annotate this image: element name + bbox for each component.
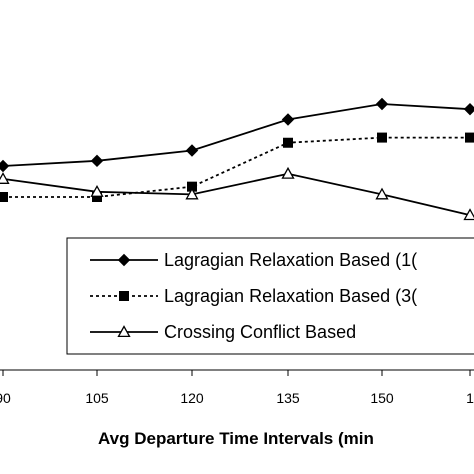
series-1-point <box>463 102 474 116</box>
legend-marker <box>119 291 129 301</box>
x-tick-label: 150 <box>370 390 394 406</box>
x-tick-labels: 90 105 120 135 150 1 <box>0 390 474 406</box>
series-3-point <box>281 166 295 179</box>
legend-marker <box>117 253 131 267</box>
series-3-point <box>185 187 199 200</box>
series-1-point <box>185 144 199 157</box>
series-2-line <box>3 136 470 198</box>
legend: Lagragian Relaxation Based (1( Lagragian … <box>66 237 474 355</box>
x-tick-label: 135 <box>276 390 300 406</box>
legend-label: Lagragian Relaxation Based (1( <box>164 250 417 270</box>
x-axis <box>0 369 474 376</box>
series-3-line <box>2 172 471 216</box>
series-3-point <box>90 184 104 197</box>
series-layer <box>0 97 474 221</box>
series-2-point <box>465 132 474 143</box>
series-3 <box>0 166 474 221</box>
series-2-point <box>283 137 293 148</box>
legend-items: Lagragian Relaxation Based (1( Lagragian … <box>90 250 417 342</box>
x-tick-label: 1 <box>466 390 474 406</box>
legend-label: Lagragian Relaxation Based (3( <box>164 286 417 306</box>
series-3-point <box>0 172 10 184</box>
series-1-point <box>0 159 10 173</box>
series-1-point <box>375 97 389 111</box>
series-3-point <box>463 208 474 221</box>
series-1-point <box>281 113 295 126</box>
series-1 <box>0 97 474 173</box>
x-tick-label: 105 <box>85 390 109 406</box>
series-1-point <box>90 154 104 168</box>
legend-marker <box>117 325 131 338</box>
legend-item-3: Crossing Conflict Based <box>90 322 356 342</box>
x-tick-label: 90 <box>0 390 11 406</box>
series-2-point <box>377 132 387 143</box>
x-tick-label: 120 <box>180 390 204 406</box>
series-2-point <box>0 192 8 202</box>
series-3-point <box>375 187 389 200</box>
legend-label: Crossing Conflict Based <box>164 322 356 342</box>
series-1-line <box>2 103 471 167</box>
legend-item-1: Lagragian Relaxation Based (1( <box>90 250 417 270</box>
x-axis-title: Avg Departure Time Intervals (min <box>98 429 374 448</box>
legend-item-2: Lagragian Relaxation Based (3( <box>90 286 417 306</box>
series-2 <box>0 132 474 202</box>
